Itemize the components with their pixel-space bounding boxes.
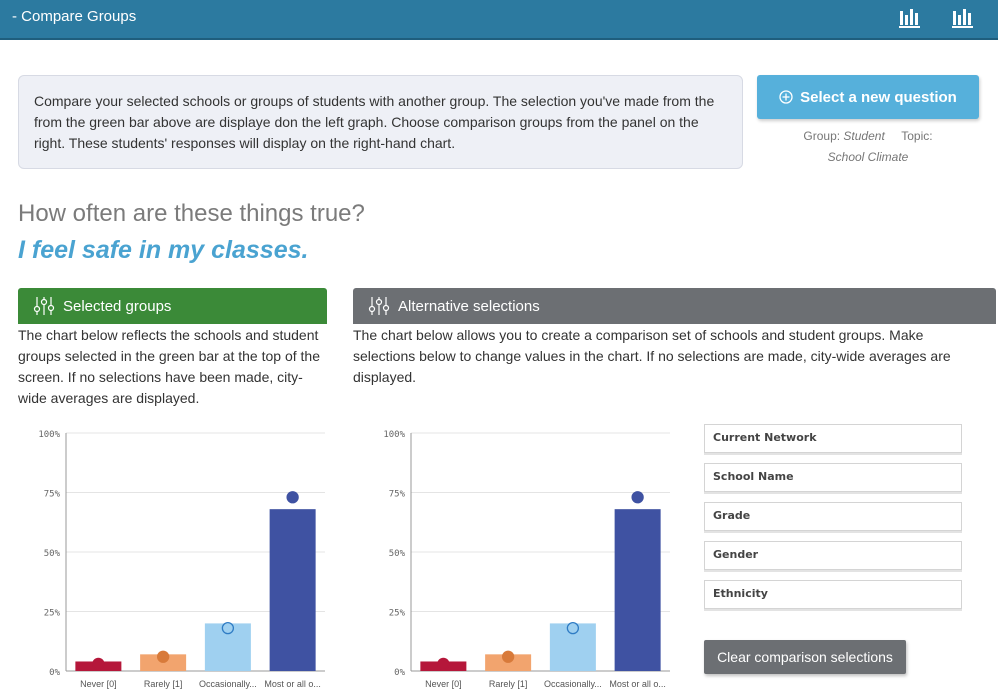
filter-grade[interactable]: Grade — [704, 502, 962, 531]
alternative-selections-title: Alternative selections — [398, 297, 540, 315]
sliders-icon — [368, 297, 390, 315]
y-tick-label: 0% — [394, 668, 405, 678]
comparison-marker[interactable] — [566, 622, 580, 635]
bar-chart-icon[interactable] — [951, 7, 975, 29]
filter-current-network[interactable]: Current Network — [704, 424, 962, 453]
x-tick-label: Rarely [1] — [144, 679, 183, 689]
question-title: How often are these things true? — [18, 200, 365, 227]
sliders-icon — [33, 297, 55, 315]
y-tick-label: 75% — [44, 490, 61, 500]
x-tick-label: Rarely [1] — [489, 679, 528, 689]
info-box: Compare your selected schools or groups … — [18, 75, 743, 169]
topic-value-row: School Climate — [757, 150, 979, 164]
y-tick-label: 50% — [389, 549, 406, 559]
x-tick-label: Never [0] — [80, 679, 117, 689]
comparison-marker[interactable] — [286, 491, 299, 504]
selected-groups-description: The chart below reflects the schools and… — [18, 327, 320, 406]
plus-circle-icon — [779, 90, 793, 104]
select-new-question-button[interactable]: Select a new question — [757, 75, 979, 119]
alternative-selections-description: The chart below allows you to create a c… — [353, 327, 951, 385]
comparison-marker[interactable] — [156, 650, 170, 663]
comparison-marker[interactable] — [437, 657, 450, 671]
alternative-selections-header: Alternative selections — [353, 288, 996, 324]
bar-chart-icon[interactable] — [898, 7, 922, 29]
y-tick-label: 25% — [389, 609, 406, 619]
selected-groups-chart: 0% 25% 50% 75% 100% Never [0] Rarely [1] Occasi… — [38, 430, 325, 689]
x-tick-label: Never [0] — [425, 679, 462, 689]
filter-school-name[interactable]: School Name — [704, 463, 962, 492]
selected-groups-title: Selected groups — [63, 297, 172, 315]
x-tick-label: Most or all o... — [264, 679, 321, 689]
x-tick-label: Occasionally... — [544, 679, 602, 689]
y-tick-label: 25% — [44, 609, 61, 619]
comparison-marker[interactable] — [501, 650, 515, 663]
collapse-section-toggle[interactable]: - Compare Groups — [12, 8, 137, 25]
alternative-selections-chart: 0% 25% 50% 75% 100% Never [0] Rarely [1] Occasi… — [383, 430, 670, 689]
x-tick-label: Most or all o... — [609, 679, 666, 689]
topic-value: School Climate — [827, 150, 909, 164]
comparison-marker[interactable] — [92, 657, 105, 671]
comparison-marker[interactable] — [221, 622, 235, 635]
bar[interactable] — [614, 509, 661, 671]
filter-ethnicity[interactable]: Ethnicity — [704, 580, 962, 609]
bar[interactable] — [269, 509, 316, 671]
group-topic-meta: Group: Student Topic: — [803, 129, 933, 143]
comparison-marker[interactable] — [631, 491, 644, 504]
comparison-filters: Current Network School Name Grade Gender… — [704, 424, 962, 619]
bar[interactable] — [549, 623, 596, 671]
select-new-question-label: Select a new question — [800, 88, 957, 106]
bar[interactable] — [204, 623, 251, 671]
y-tick-label: 100% — [383, 430, 405, 440]
x-tick-label: Occasionally... — [199, 679, 257, 689]
y-tick-label: 0% — [49, 668, 60, 678]
group-value: Student — [843, 129, 885, 143]
y-tick-label: 75% — [389, 490, 406, 500]
header-bar: - Compare Groups — [0, 0, 998, 40]
question-statement: I feel safe in my classes. — [18, 236, 309, 264]
selected-groups-header: Selected groups — [18, 288, 327, 324]
y-tick-label: 100% — [38, 430, 60, 440]
filter-gender[interactable]: Gender — [704, 541, 962, 570]
clear-comparison-button[interactable]: Clear comparison selections — [704, 640, 906, 674]
y-tick-label: 50% — [44, 549, 61, 559]
